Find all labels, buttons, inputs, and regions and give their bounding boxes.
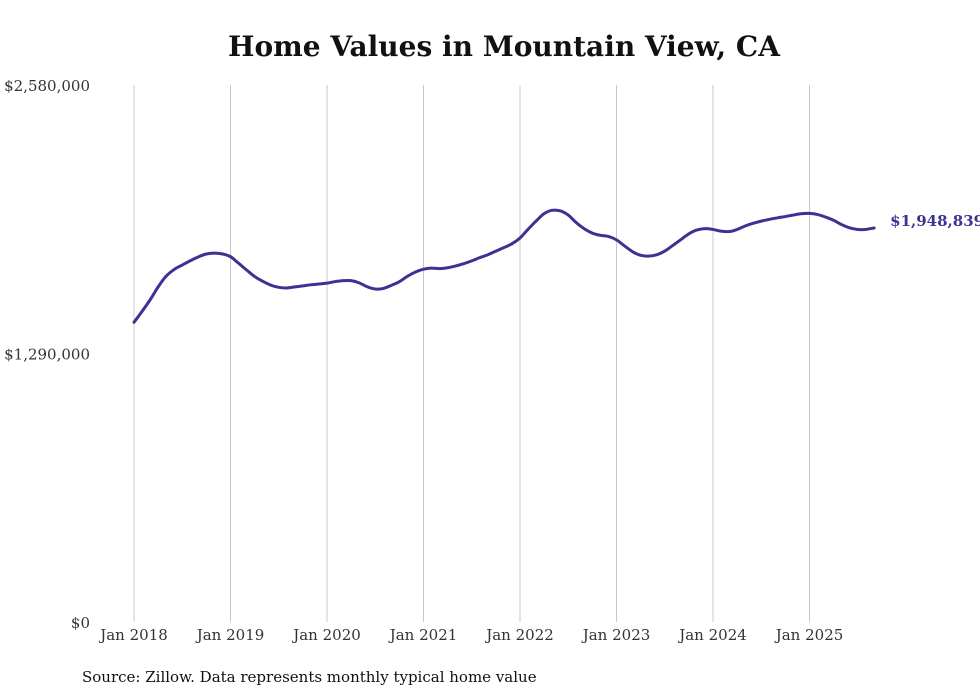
end-value-label: $1,948,839 [890, 212, 980, 230]
x-tick-label: Jan 2018 [98, 626, 168, 644]
series-line [132, 208, 876, 324]
x-tick-label: Jan 2023 [581, 626, 651, 644]
end-labels: $1,948,839 [890, 212, 980, 230]
x-tick-label: Jan 2024 [677, 626, 747, 644]
y-axis-ticks: $0 $1,290,000 $2,580,000 [4, 77, 90, 632]
series-layer [132, 208, 876, 324]
y-tick-label: $1,290,000 [4, 346, 90, 364]
y-tick-label: $2,580,000 [4, 77, 90, 95]
x-tick-label: Jan 2022 [484, 626, 554, 644]
x-tick-label: Jan 2025 [774, 626, 844, 644]
x-tick-label: Jan 2021 [388, 626, 458, 644]
x-tick-label: Jan 2019 [195, 626, 265, 644]
chart-title: Home Values in Mountain View, CA [228, 30, 780, 63]
source-note: Source: Zillow. Data represents monthly … [82, 668, 537, 686]
x-axis-ticks: Jan 2018 Jan 2019 Jan 2020 Jan 2021 Jan 2022… [98, 626, 843, 644]
x-tick-label: Jan 2020 [291, 626, 361, 644]
grid-lines [133, 85, 810, 622]
y-tick-label: $0 [71, 614, 90, 632]
